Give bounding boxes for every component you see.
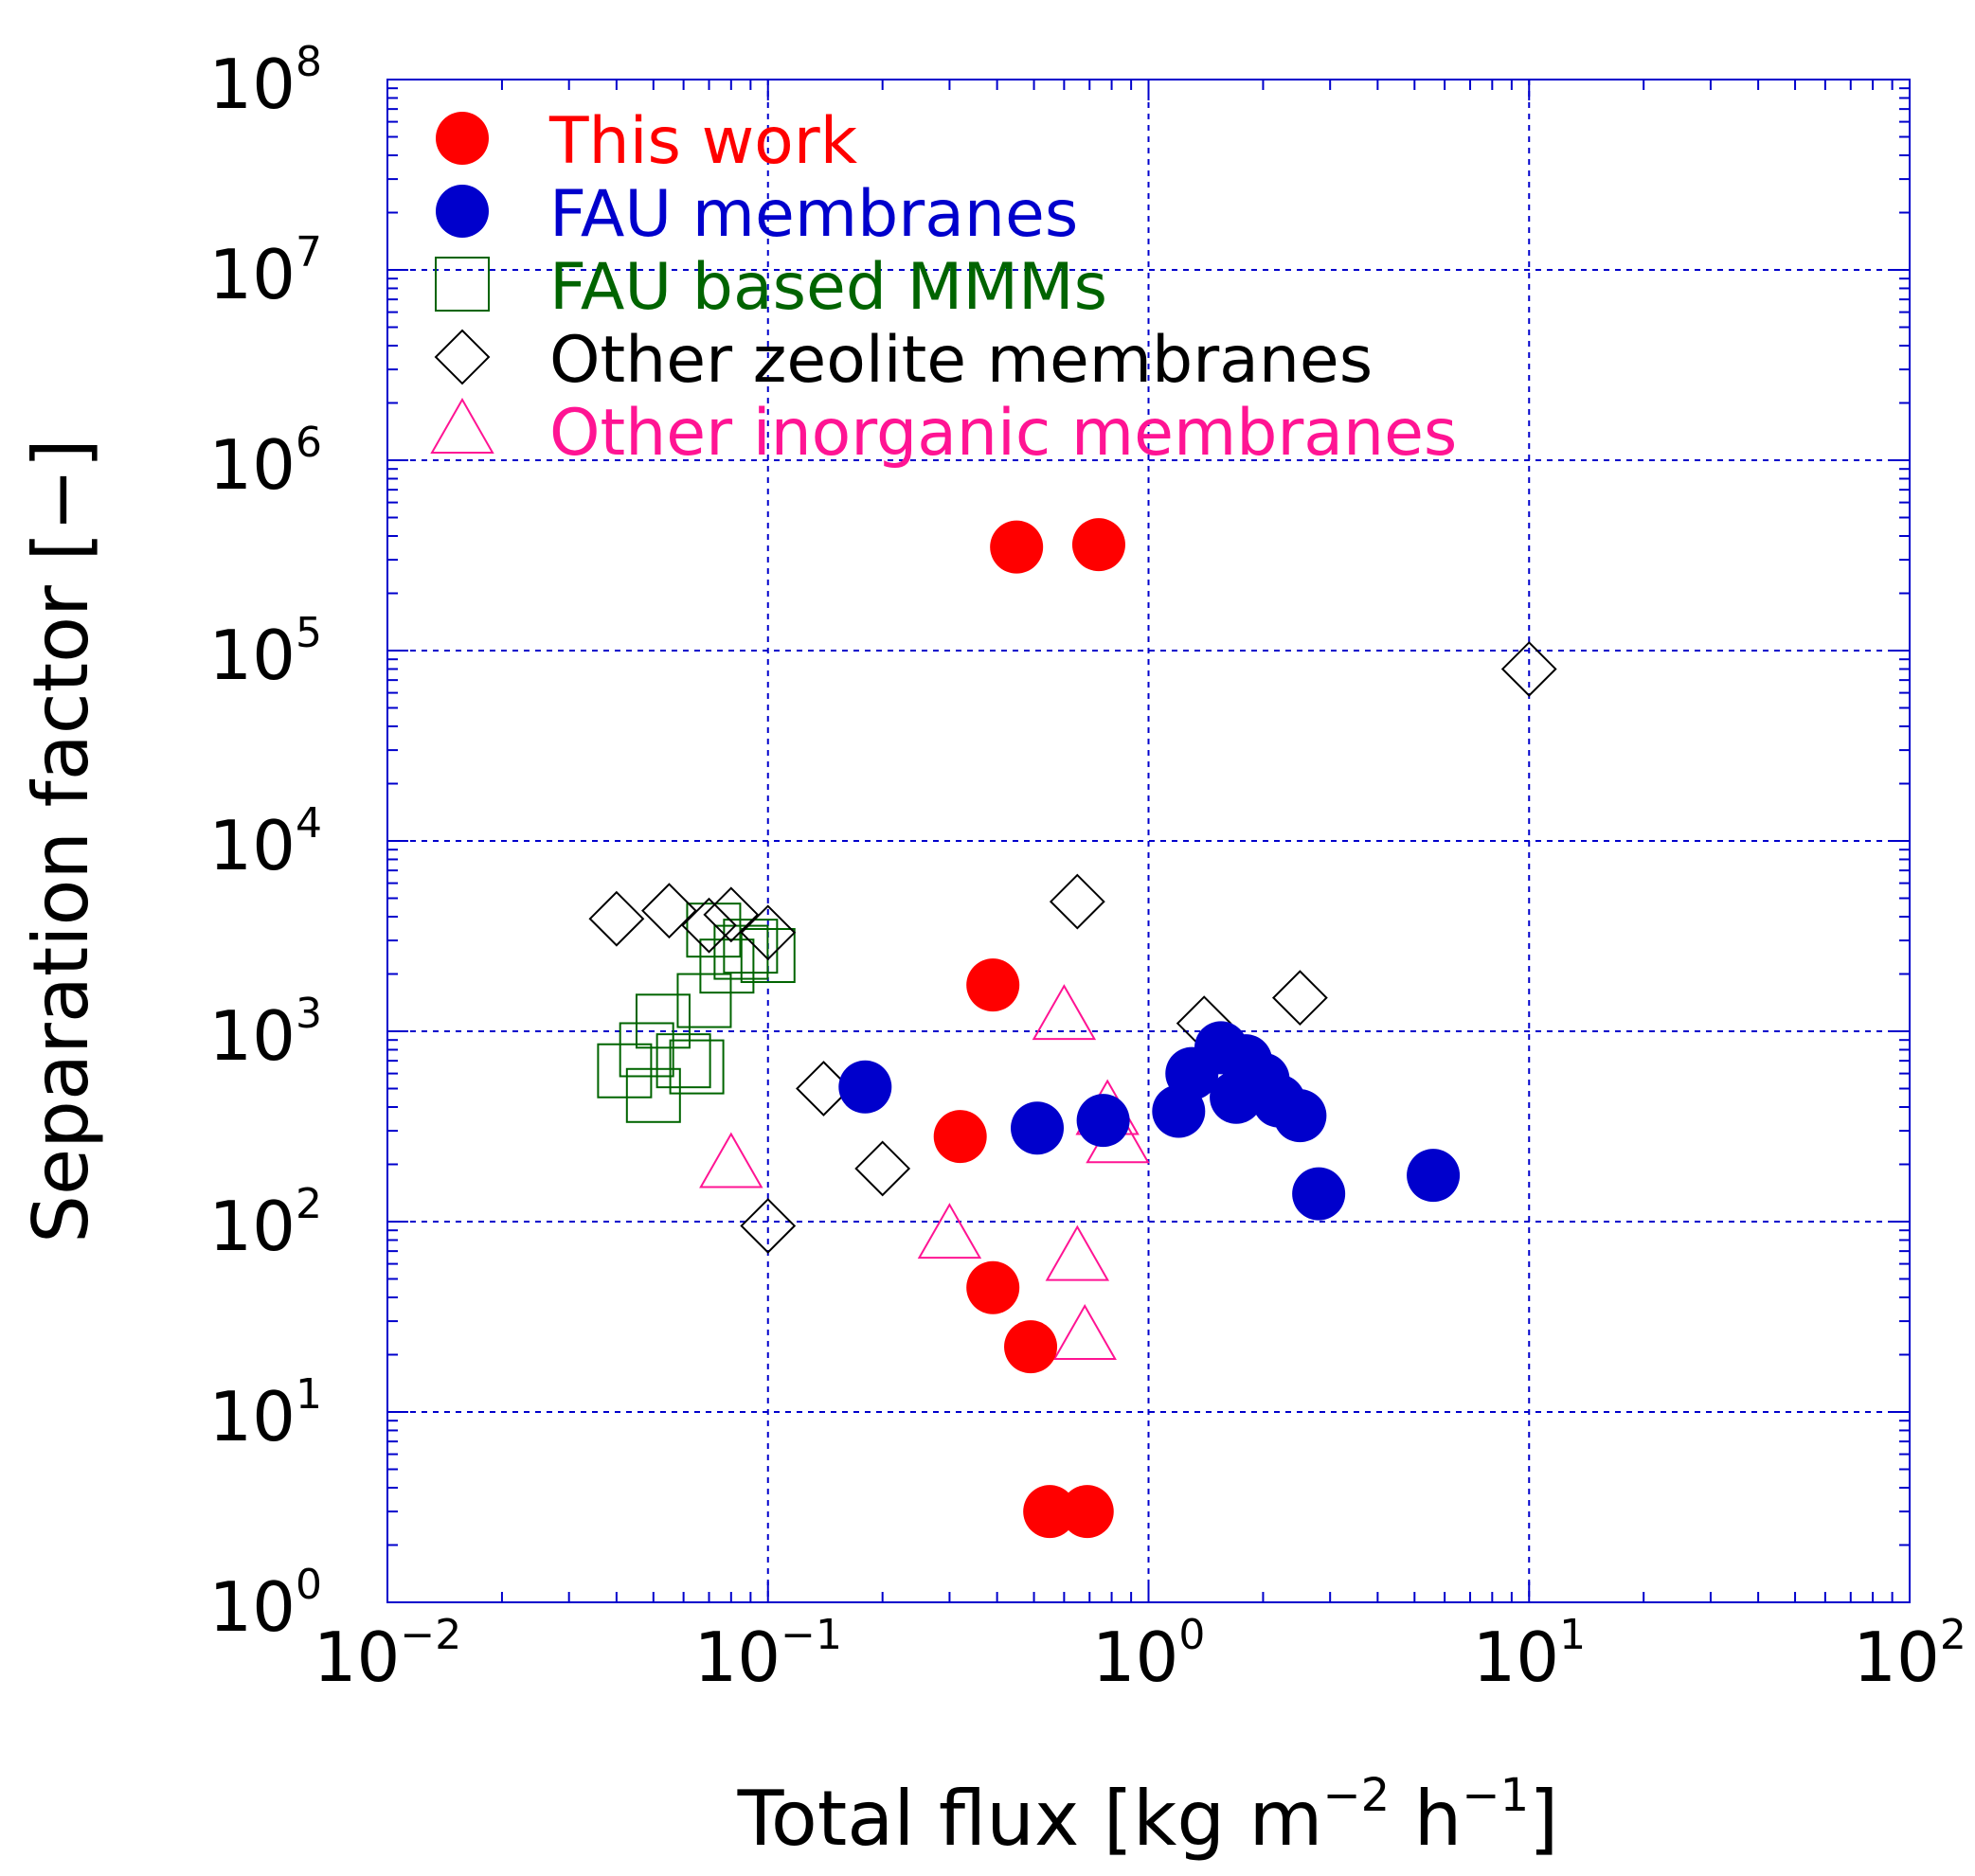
data-point-fau-based-mmms — [625, 1067, 681, 1123]
x-tick-label: 101 — [1472, 1611, 1586, 1697]
data-point-fau-membranes — [1273, 1089, 1327, 1143]
data-point-other-zeolite-membranes — [1271, 970, 1328, 1027]
data-point-other-inorganic-membranes — [699, 1132, 763, 1188]
legend-label-other-zeolite-membranes: Other zeolite membranes — [549, 323, 1373, 398]
data-point-other-zeolite-membranes — [854, 1140, 911, 1197]
data-point-this-work — [990, 520, 1044, 574]
data-point-fau-based-mmms — [669, 1039, 725, 1095]
x-axis-label-main: Total flux [kg m — [737, 1775, 1323, 1863]
series-this-work — [933, 518, 1125, 1539]
y-tick-label: 104 — [208, 799, 322, 885]
legend-label-other-inorganic-membranes: Other inorganic membranes — [549, 396, 1457, 471]
data-point-this-work — [1060, 1485, 1114, 1539]
plot-area-frame — [386, 79, 1911, 1603]
y-tick-label: 105 — [208, 609, 322, 695]
y-tick-label: 103 — [208, 990, 322, 1076]
legend-marker-this-work — [436, 112, 489, 165]
y-tick-label: 100 — [208, 1561, 322, 1647]
data-point-other-zeolite-membranes — [740, 1198, 797, 1254]
legend-label-this-work: This work — [548, 104, 858, 179]
x-axis-label-sup-2: −1 — [1462, 1769, 1529, 1822]
x-axis-label: Total flux [kg m−2 h−1] — [737, 1769, 1559, 1863]
data-point-fau-membranes — [1292, 1167, 1346, 1221]
data-point-other-zeolite-membranes — [703, 886, 760, 943]
legend-label-fau-membranes: FAU membranes — [549, 177, 1078, 252]
data-point-other-zeolite-membranes — [740, 904, 797, 961]
data-point-this-work — [966, 958, 1020, 1012]
data-point-other-inorganic-membranes — [917, 1203, 982, 1260]
legend-marker-other-zeolite-membranes — [434, 329, 491, 385]
data-point-fau-based-mmms — [676, 973, 732, 1028]
series-fau-membranes — [838, 1021, 1461, 1221]
y-axis-label: Separation factor [−] — [17, 438, 105, 1243]
data-point-this-work — [1004, 1320, 1058, 1374]
data-point-fau-membranes — [838, 1060, 892, 1114]
y-tick-label: 102 — [208, 1180, 322, 1266]
x-tick-label: 10−2 — [314, 1611, 462, 1697]
x-axis-tick-labels: 10−2 10−1 100 101 102 — [314, 1611, 1966, 1697]
legend-marker-other-inorganic-membranes — [430, 397, 494, 454]
x-axis-label-sup-1: −2 — [1322, 1769, 1390, 1822]
legend-marker-fau-based-mmms — [435, 257, 490, 312]
data-point-fau-based-mmms — [619, 1022, 674, 1078]
data-point-other-inorganic-membranes — [1052, 1303, 1117, 1361]
data-point-fau-based-mmms — [655, 1033, 711, 1089]
data-series — [588, 518, 1557, 1539]
y-tick-label: 101 — [208, 1370, 322, 1456]
data-point-other-zeolite-membranes — [1049, 873, 1105, 930]
data-point-other-zeolite-membranes — [681, 897, 737, 954]
data-point-fau-based-mmms — [635, 993, 691, 1049]
data-point-fau-membranes — [1076, 1094, 1130, 1148]
x-axis-label-end: ] — [1529, 1775, 1558, 1863]
data-point-fau-based-mmms — [597, 1043, 653, 1099]
data-point-other-inorganic-membranes — [1032, 984, 1097, 1041]
y-tick-label: 106 — [208, 419, 322, 505]
y-axis-tick-labels: 100 101 102 103 104 105 106 107 108 — [208, 38, 322, 1647]
x-tick-label: 10−1 — [694, 1611, 843, 1697]
data-point-this-work — [1071, 518, 1125, 572]
data-point-this-work — [1023, 1485, 1077, 1539]
data-point-other-inorganic-membranes — [1045, 1224, 1110, 1281]
data-point-fau-based-mmms — [740, 928, 796, 984]
data-point-fau-membranes — [1011, 1101, 1065, 1155]
x-tick-label: 100 — [1092, 1611, 1206, 1697]
y-tick-label: 108 — [208, 38, 322, 124]
legend-label-fau-based-mmms: FAU based MMMs — [549, 250, 1107, 325]
legend-marker-fau-membranes — [436, 185, 489, 238]
x-tick-label: 102 — [1853, 1611, 1966, 1697]
data-point-fau-based-mmms — [723, 919, 779, 974]
series-fau-based-mmms — [597, 902, 796, 1123]
data-point-other-zeolite-membranes — [1500, 641, 1557, 697]
series-other-inorganic-membranes — [699, 984, 1150, 1361]
y-tick-label: 107 — [208, 228, 322, 314]
data-point-this-work — [933, 1110, 987, 1164]
data-point-other-zeolite-membranes — [588, 890, 645, 947]
grid-lines — [387, 80, 1910, 1602]
data-point-other-zeolite-membranes — [641, 883, 697, 939]
data-point-this-work — [966, 1260, 1020, 1314]
x-axis-label-mid: h — [1390, 1775, 1462, 1863]
series-other-zeolite-membranes — [588, 641, 1557, 1254]
data-point-fau-based-mmms — [699, 938, 755, 994]
data-point-fau-membranes — [1407, 1149, 1461, 1203]
